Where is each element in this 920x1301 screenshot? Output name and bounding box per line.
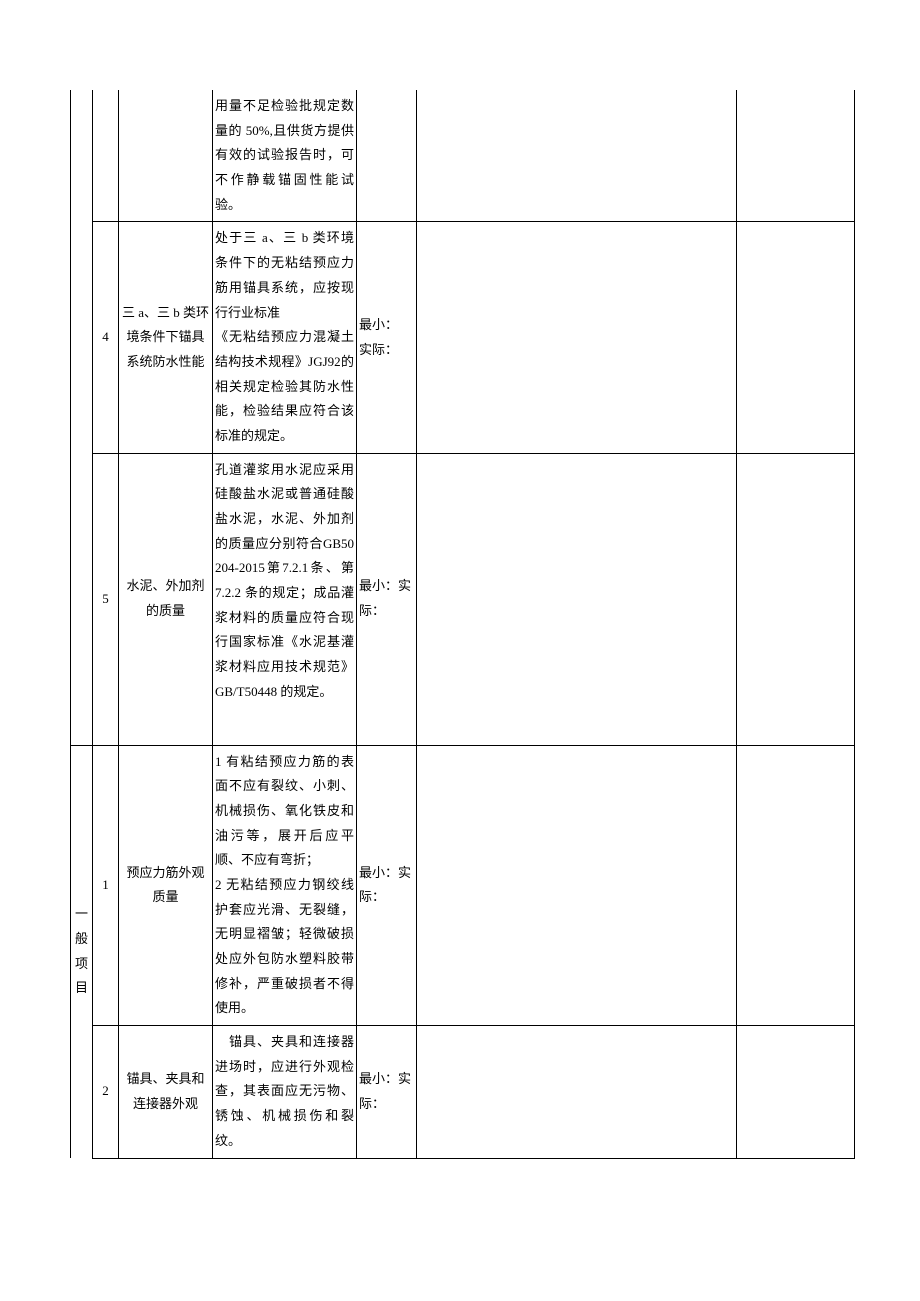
table-row: 5水泥、外加剂的质量孔道灌浆用水泥应采用硅酸盐水泥或普通硅酸盐水泥，水泥、外加剂… — [71, 453, 855, 745]
table-cell: 孔道灌浆用水泥应采用硅酸盐水泥或普通硅酸盐水泥，水泥、外加剂的质量应分别符合GB… — [213, 453, 357, 745]
table-cell: 1 有粘结预应力筋的表面不应有裂纹、小刺、机械损伤、氧化铁皮和油污等，展开后应平… — [213, 745, 357, 1026]
table-cell: 最小：实际： — [357, 222, 417, 453]
table-cell: 处于三 a、三 b 类环境条件下的无粘结预应力筋用锚具系统，应按现行行业标准《无… — [213, 222, 357, 453]
table-cell: 锚具、夹具和连接器进场时，应进行外观检查，其表面应无污物、锈蚀、机械损伤和裂纹。 — [213, 1026, 357, 1158]
table-cell — [93, 90, 119, 222]
table-cell: 4 — [93, 222, 119, 453]
table-cell — [417, 1026, 737, 1158]
table-cell — [737, 1026, 855, 1158]
table-cell — [417, 222, 737, 453]
table-cell: 1 — [93, 745, 119, 1026]
table-cell: 最小：实际： — [357, 453, 417, 745]
table-cell — [417, 90, 737, 222]
table-row: 一般项目1预应力筋外观质量1 有粘结预应力筋的表面不应有裂纹、小刺、机械损伤、氧… — [71, 745, 855, 1026]
table-cell — [357, 90, 417, 222]
inspection-table: 用量不足检验批规定数量的 50%,且供货方提供有效的试验报告时，可不作静载锚固性… — [70, 90, 855, 1159]
table-cell — [737, 90, 855, 222]
table-cell: 水泥、外加剂的质量 — [119, 453, 213, 745]
table-cell — [737, 453, 855, 745]
table-cell: 锚具、夹具和连接器外观 — [119, 1026, 213, 1158]
table-cell: 5 — [93, 453, 119, 745]
table-row: 4三 a、三 b 类环境条件下锚具系统防水性能处于三 a、三 b 类环境条件下的… — [71, 222, 855, 453]
table-row: 用量不足检验批规定数量的 50%,且供货方提供有效的试验报告时，可不作静载锚固性… — [71, 90, 855, 222]
table-cell — [737, 222, 855, 453]
table-cell — [417, 453, 737, 745]
table-cell: 最小：实际： — [357, 745, 417, 1026]
table-cell: 一般项目 — [71, 745, 93, 1158]
table-cell — [737, 745, 855, 1026]
table-cell: 预应力筋外观质量 — [119, 745, 213, 1026]
table-cell: 2 — [93, 1026, 119, 1158]
table-cell: 用量不足检验批规定数量的 50%,且供货方提供有效的试验报告时，可不作静载锚固性… — [213, 90, 357, 222]
table-body: 用量不足检验批规定数量的 50%,且供货方提供有效的试验报告时，可不作静载锚固性… — [71, 90, 855, 1158]
table-cell — [71, 90, 93, 745]
document-page: 用量不足检验批规定数量的 50%,且供货方提供有效的试验报告时，可不作静载锚固性… — [0, 0, 920, 1199]
table-cell — [119, 90, 213, 222]
table-cell: 三 a、三 b 类环境条件下锚具系统防水性能 — [119, 222, 213, 453]
table-cell — [417, 745, 737, 1026]
table-cell: 最小：实际： — [357, 1026, 417, 1158]
table-row: 2锚具、夹具和连接器外观 锚具、夹具和连接器进场时，应进行外观检查，其表面应无污… — [71, 1026, 855, 1158]
